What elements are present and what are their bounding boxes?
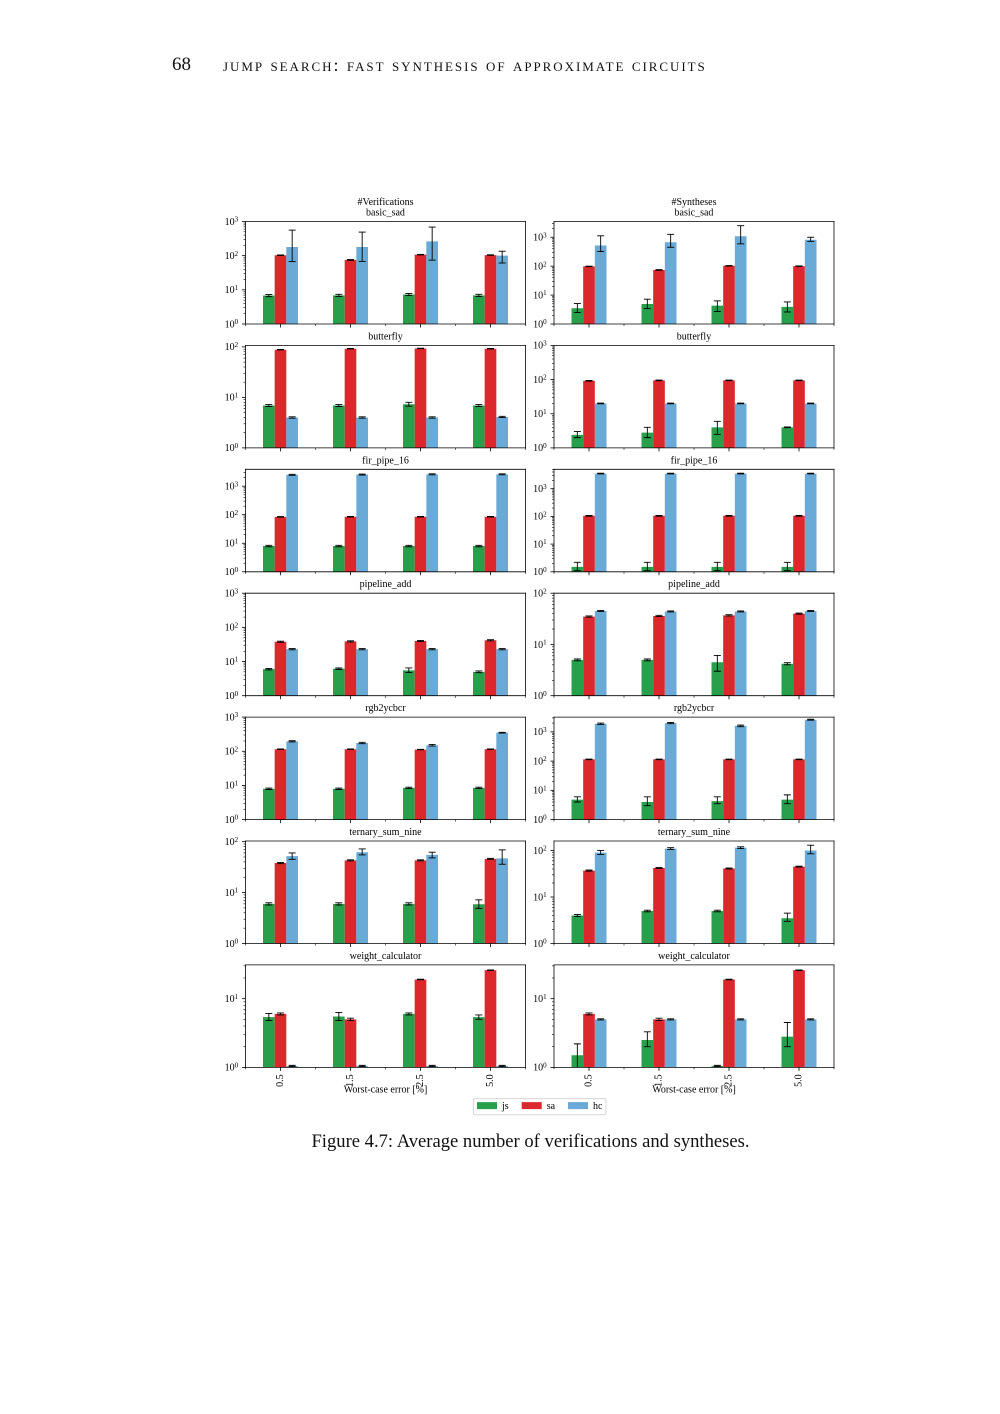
svg-text:1 0 1: 1 0 1 (533, 285, 547, 302)
svg-text:sa: sa (547, 1101, 556, 1112)
svg-text:1 0 0: 1 0 0 (533, 314, 547, 331)
svg-text:Worst-case error [%]: Worst-case error [%] (344, 1085, 428, 1096)
svg-text:0.5: 0.5 (275, 1074, 286, 1087)
svg-text:1 0 0: 1 0 0 (225, 438, 239, 455)
svg-text:1 0 0: 1 0 0 (225, 686, 239, 703)
svg-text:js: js (501, 1101, 509, 1112)
svg-text:basic_sad: basic_sad (366, 208, 405, 219)
svg-text:1 0 0: 1 0 0 (225, 314, 239, 331)
svg-text:1 0 2: 1 0 2 (225, 505, 239, 522)
svg-text:5.0: 5.0 (793, 1074, 804, 1087)
svg-text:1 0 0: 1 0 0 (533, 438, 547, 455)
svg-text:1 0 2: 1 0 2 (225, 618, 239, 635)
svg-text:pipeline_add: pipeline_add (360, 579, 412, 590)
svg-text:1 0 1: 1 0 1 (225, 388, 239, 405)
svg-text:2.5: 2.5 (415, 1074, 426, 1087)
svg-text:1 0 1: 1 0 1 (225, 883, 239, 900)
svg-text:1 0 2: 1 0 2 (533, 256, 547, 273)
svg-text:1 0 3: 1 0 3 (225, 476, 239, 493)
svg-text:1.5: 1.5 (345, 1074, 356, 1087)
svg-text:1 0 3: 1 0 3 (225, 212, 239, 229)
svg-text:1 0 3: 1 0 3 (533, 228, 547, 245)
svg-text:1 0 3: 1 0 3 (533, 722, 547, 739)
svg-text:1 0 0: 1 0 0 (225, 934, 239, 951)
svg-text:weight_calculator: weight_calculator (658, 951, 730, 962)
svg-text:1 0 1: 1 0 1 (225, 776, 239, 793)
svg-text:1 0 1: 1 0 1 (533, 404, 547, 421)
svg-text:weight_calculator: weight_calculator (350, 951, 422, 962)
svg-text:1 0 2: 1 0 2 (225, 742, 239, 759)
svg-text:1 0 3: 1 0 3 (225, 584, 239, 601)
svg-text:1 0 1: 1 0 1 (533, 781, 547, 798)
svg-text:1 0 2: 1 0 2 (533, 584, 547, 601)
svg-text:Worst-case error [%]: Worst-case error [%] (652, 1085, 736, 1096)
svg-text:1 0 1: 1 0 1 (533, 989, 547, 1006)
svg-text:1 0 0: 1 0 0 (225, 1058, 239, 1075)
svg-text:rgb2ycbcr: rgb2ycbcr (674, 703, 715, 714)
svg-text:1 0 0: 1 0 0 (225, 562, 239, 579)
svg-text:butterfly: butterfly (677, 331, 711, 342)
svg-text:1 0 1: 1 0 1 (225, 652, 239, 669)
svg-text:ternary_sum_nine: ternary_sum_nine (658, 827, 731, 838)
svg-text:basic_sad: basic_sad (675, 208, 714, 219)
svg-text:1 0 1: 1 0 1 (533, 635, 547, 652)
svg-text:#Syntheses: #Syntheses (671, 197, 716, 208)
svg-text:#Verifications: #Verifications (357, 197, 413, 208)
svg-text:1 0 2: 1 0 2 (533, 370, 547, 387)
svg-text:1 0 2: 1 0 2 (225, 246, 239, 263)
svg-text:5.0: 5.0 (485, 1074, 496, 1087)
svg-text:1 0 0: 1 0 0 (225, 810, 239, 827)
svg-text:hc: hc (593, 1101, 603, 1112)
svg-text:1 0 1: 1 0 1 (225, 989, 239, 1006)
svg-text:1 0 2: 1 0 2 (225, 337, 239, 354)
svg-text:1 0 1: 1 0 1 (533, 887, 547, 904)
svg-text:1 0 2: 1 0 2 (225, 832, 239, 849)
svg-text:1.5: 1.5 (653, 1074, 664, 1087)
svg-text:1 0 0: 1 0 0 (533, 934, 547, 951)
svg-text:1 0 2: 1 0 2 (533, 841, 547, 858)
svg-text:ternary_sum_nine: ternary_sum_nine (349, 827, 422, 838)
svg-text:1 0 2: 1 0 2 (533, 751, 547, 768)
svg-text:1 0 1: 1 0 1 (225, 280, 239, 297)
svg-text:2.5: 2.5 (723, 1074, 734, 1087)
svg-text:1 0 0: 1 0 0 (533, 562, 547, 579)
svg-text:1 0 2: 1 0 2 (533, 507, 547, 524)
svg-text:pipeline_add: pipeline_add (668, 579, 720, 590)
svg-text:0.5: 0.5 (583, 1074, 594, 1087)
svg-text:1 0 0: 1 0 0 (533, 686, 547, 703)
svg-text:1 0 0: 1 0 0 (533, 1058, 547, 1075)
svg-text:butterfly: butterfly (368, 331, 402, 342)
svg-text:1 0 1: 1 0 1 (225, 534, 239, 551)
svg-text:1 0 1: 1 0 1 (533, 534, 547, 551)
svg-text:rgb2ycbcr: rgb2ycbcr (365, 703, 406, 714)
svg-text:1 0 0: 1 0 0 (533, 810, 547, 827)
svg-text:1 0 3: 1 0 3 (225, 707, 239, 724)
svg-text:fir_pipe_16: fir_pipe_16 (362, 455, 409, 466)
svg-text:fir_pipe_16: fir_pipe_16 (671, 455, 718, 466)
svg-text:1 0 3: 1 0 3 (533, 336, 547, 353)
svg-text:1 0 3: 1 0 3 (533, 479, 547, 496)
